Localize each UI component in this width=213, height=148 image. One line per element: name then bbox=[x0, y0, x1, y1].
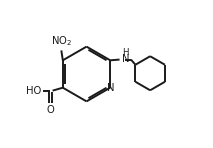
Text: HO: HO bbox=[26, 86, 41, 96]
Text: H: H bbox=[122, 48, 128, 57]
Text: O: O bbox=[46, 105, 54, 115]
Text: NO$_2$: NO$_2$ bbox=[51, 34, 72, 48]
Text: N: N bbox=[107, 83, 115, 93]
Text: N: N bbox=[122, 54, 130, 64]
